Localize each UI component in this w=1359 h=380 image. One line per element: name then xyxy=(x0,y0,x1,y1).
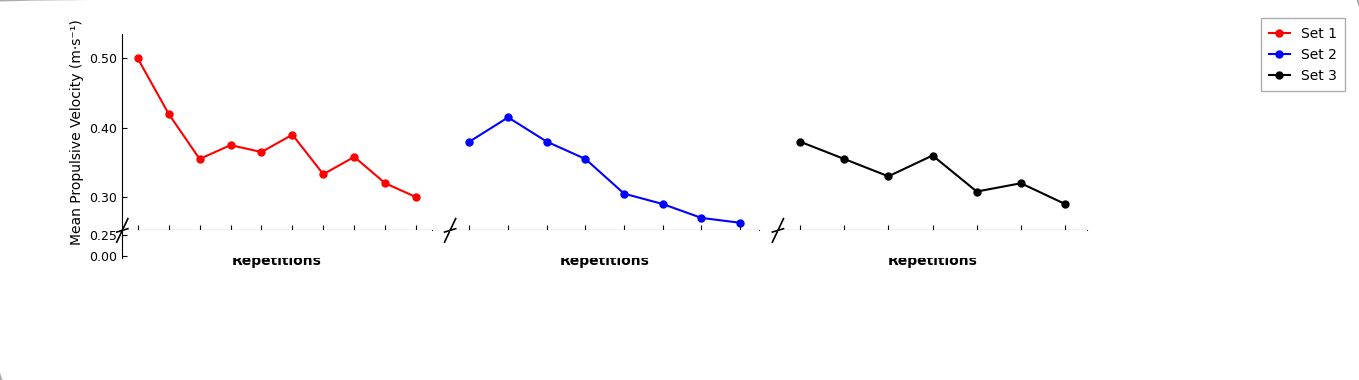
Legend: Set 1, Set 2, Set 3: Set 1, Set 2, Set 3 xyxy=(1261,18,1345,91)
X-axis label: Repetitions: Repetitions xyxy=(887,254,977,268)
X-axis label: Repetitions: Repetitions xyxy=(560,254,650,268)
X-axis label: Repetitions: Repetitions xyxy=(232,254,322,268)
Y-axis label: Mean Propulsive Velocity (m·s⁻¹): Mean Propulsive Velocity (m·s⁻¹) xyxy=(69,19,84,245)
